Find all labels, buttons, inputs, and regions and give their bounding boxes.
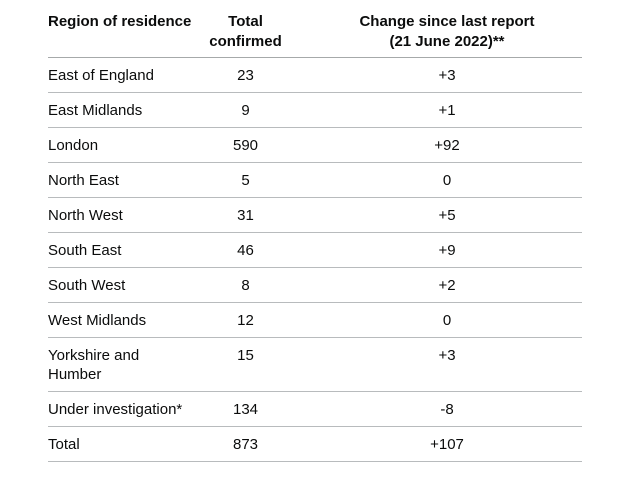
cases-by-region-table: Region of residence Total confirmed Chan… <box>48 8 582 462</box>
table-row: London 590 +92 <box>48 127 582 163</box>
change-cell: +3 <box>298 57 582 93</box>
total-cell: 23 <box>193 57 298 93</box>
total-cell: 134 <box>193 391 298 427</box>
region-cell: North West <box>48 197 193 233</box>
column-header-region: Region of residence <box>48 8 193 58</box>
change-cell: +5 <box>298 197 582 233</box>
region-cell: South West <box>48 267 193 303</box>
region-cell: Yorkshire and Humber <box>48 337 193 392</box>
change-cell: +92 <box>298 127 582 163</box>
change-cell: 0 <box>298 162 582 198</box>
table-row: South East 46 +9 <box>48 232 582 268</box>
total-cell: 46 <box>193 232 298 268</box>
header-row: Region of residence Total confirmed Chan… <box>48 8 582 58</box>
table-row: West Midlands 12 0 <box>48 302 582 338</box>
total-cell: 590 <box>193 127 298 163</box>
change-cell: +107 <box>298 426 582 462</box>
region-cell: East of England <box>48 57 193 93</box>
change-cell: 0 <box>298 302 582 338</box>
table-row: Under investigation* 134 -8 <box>48 391 582 427</box>
total-cell: 5 <box>193 162 298 198</box>
column-header-total-confirmed: Total confirmed <box>193 8 298 58</box>
change-cell: +9 <box>298 232 582 268</box>
table-row: Yorkshire and Humber 15 +3 <box>48 337 582 392</box>
region-cell: East Midlands <box>48 92 193 128</box>
total-cell: 12 <box>193 302 298 338</box>
total-cell: 873 <box>193 426 298 462</box>
total-cell: 31 <box>193 197 298 233</box>
table-row: East Midlands 9 +1 <box>48 92 582 128</box>
total-cell: 9 <box>193 92 298 128</box>
table-row: North West 31 +5 <box>48 197 582 233</box>
region-cell: North East <box>48 162 193 198</box>
total-cell: 8 <box>193 267 298 303</box>
region-cell: Under investigation* <box>48 391 193 427</box>
table-row: North East 5 0 <box>48 162 582 198</box>
region-cell: West Midlands <box>48 302 193 338</box>
table-row: East of England 23 +3 <box>48 57 582 93</box>
total-cell: 15 <box>193 337 298 392</box>
change-cell: +3 <box>298 337 582 392</box>
region-cell: South East <box>48 232 193 268</box>
change-cell: +1 <box>298 92 582 128</box>
column-header-change: Change since last report (21 June 2022)*… <box>298 8 582 58</box>
report-table-container: Region of residence Total confirmed Chan… <box>48 8 582 462</box>
region-cell: Total <box>48 426 193 462</box>
region-cell: London <box>48 127 193 163</box>
table-row: South West 8 +2 <box>48 267 582 303</box>
total-row: Total 873 +107 <box>48 426 582 462</box>
change-cell: +2 <box>298 267 582 303</box>
change-cell: -8 <box>298 391 582 427</box>
